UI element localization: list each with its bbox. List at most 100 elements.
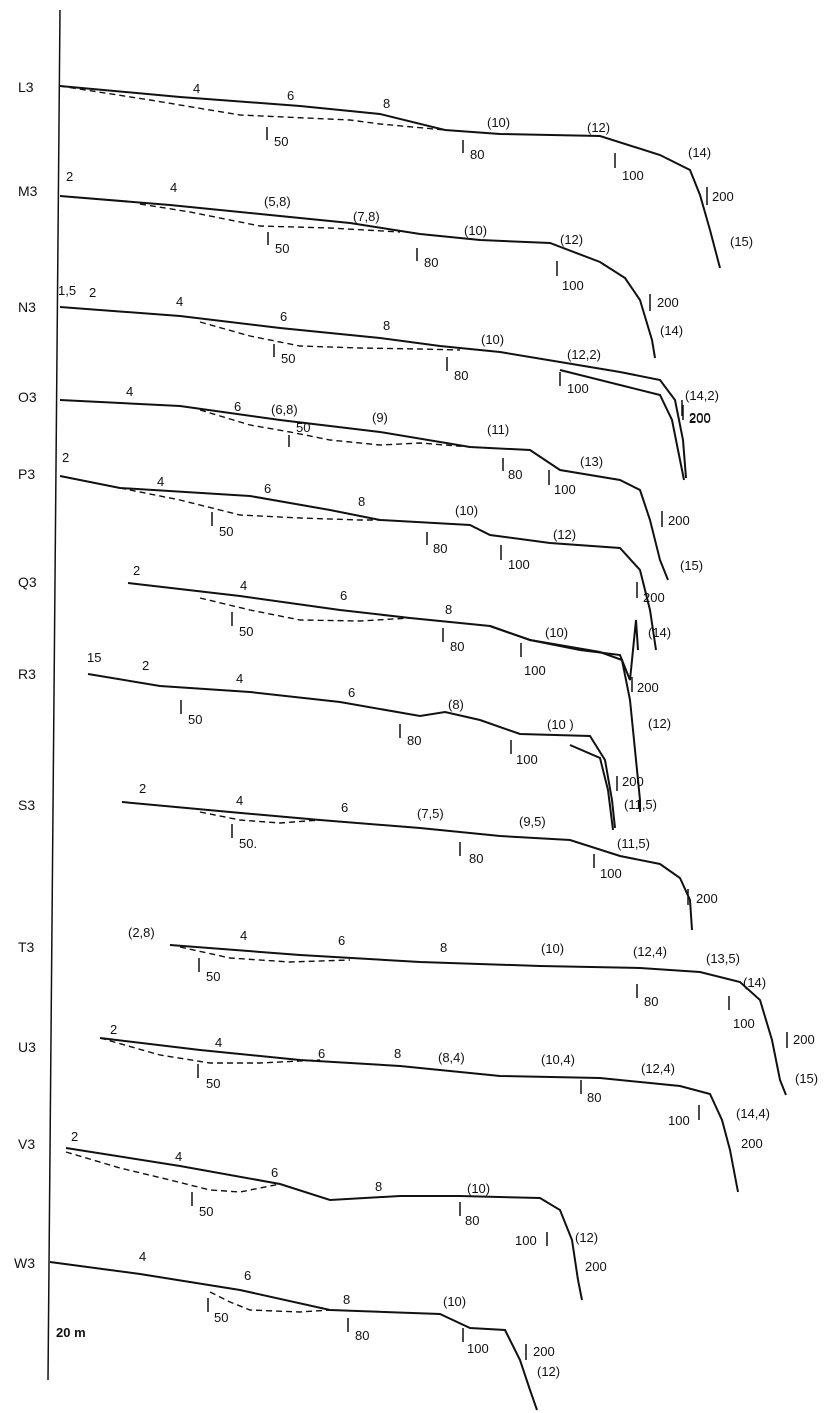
depth-mark: (11)	[487, 422, 509, 437]
depth-mark: 6	[234, 399, 241, 414]
scale-value: 100	[600, 866, 622, 881]
depth-mark: 8	[343, 1292, 350, 1307]
depth-mark: 4	[170, 180, 177, 195]
depth-mark: 6	[280, 309, 287, 324]
depth-mark: (7,8)	[353, 209, 380, 224]
dashed-profile-line	[199, 597, 411, 622]
scale-value: 200	[689, 410, 711, 425]
dashed-profile-line	[99, 1037, 321, 1064]
scale-value: 100	[622, 168, 644, 183]
scale-value: 50	[274, 134, 288, 149]
depth-mark: 2	[139, 781, 146, 796]
depth-mark: (8,4)	[438, 1050, 465, 1065]
scale-value: 200	[696, 891, 718, 906]
depth-mark: 6	[318, 1046, 325, 1061]
depth-mark: 6	[341, 800, 348, 815]
depth-mark: 2	[66, 169, 73, 184]
solid-profile-line	[169, 944, 787, 1096]
solid-profile-line	[59, 475, 657, 651]
depth-mark: 6	[271, 1165, 278, 1180]
dashed-profile-line	[119, 487, 380, 521]
depth-mark: 4	[236, 793, 243, 808]
scale-value: 200	[622, 774, 644, 789]
scale-value: 80	[470, 147, 484, 162]
profile-label: Q3	[18, 574, 37, 590]
depth-mark: 4	[176, 294, 183, 309]
dashed-profile-line	[139, 203, 401, 233]
depth-mark: 8	[383, 318, 390, 333]
scale-value: 200	[657, 295, 679, 310]
depth-mark: 8	[358, 494, 365, 509]
profile-label: P3	[18, 466, 35, 482]
depth-mark: (12)	[587, 120, 610, 135]
vertical-axis	[47, 9, 61, 1381]
profile-m3: M3 2 4 (5,8) (7,8) (10) (12) (15) 50 80 …	[18, 169, 753, 359]
depth-mark: (12)	[537, 1364, 560, 1379]
depth-mark: (15)	[730, 234, 753, 249]
depth-mark: 15	[87, 650, 101, 665]
depth-mark: (14)	[648, 625, 671, 640]
depth-mark: (12)	[648, 716, 671, 731]
depth-mark: 6	[340, 588, 347, 603]
scale-value: 50	[296, 420, 310, 435]
solid-profile-line	[489, 625, 641, 812]
solid-profile-line	[59, 85, 721, 269]
depth-mark: (12,4)	[633, 944, 667, 959]
depth-mark: 8	[375, 1179, 382, 1194]
solid-profile-line	[87, 673, 616, 829]
depth-mark: 6	[287, 88, 294, 103]
depth-mark: 6	[244, 1268, 251, 1283]
scale-value: 50	[219, 524, 233, 539]
dashed-profile-line	[65, 1151, 281, 1193]
scale-value: 80	[508, 467, 522, 482]
scale-value: 200	[712, 189, 734, 204]
profile-label: R3	[18, 666, 36, 682]
depth-mark: 4	[126, 384, 133, 399]
depth-mark: (10)	[481, 332, 504, 347]
depth-mark: (15)	[680, 558, 703, 573]
scale-value: 80	[355, 1328, 369, 1343]
depth-mark: (10)	[443, 1294, 466, 1309]
scale-value: 50.	[239, 836, 257, 851]
solid-profile-line	[569, 744, 614, 831]
dashed-profile-line	[199, 811, 321, 824]
scale-value: 200	[533, 1344, 555, 1359]
depth-mark: (8)	[448, 697, 464, 712]
depth-mark: (12)	[560, 232, 583, 247]
profile-s3: S3 2 4 6 (7,5) (9,5) (11,5) (11,5) 50. 8…	[18, 774, 693, 931]
scale-value: 50	[188, 712, 202, 727]
dashed-profile-line	[179, 946, 351, 963]
depth-mark: 6	[338, 933, 345, 948]
depth-mark: 6	[348, 685, 355, 700]
scale-value: 50	[214, 1310, 228, 1325]
depth-mark: 8	[445, 602, 452, 617]
scale-value: 80	[450, 639, 464, 654]
scale-value: 80	[433, 541, 447, 556]
depth-mark: (10)	[541, 941, 564, 956]
profile-label: M3	[18, 183, 38, 199]
depth-mark: 8	[394, 1046, 401, 1061]
scale-value: 80	[644, 994, 658, 1009]
profile-o3: O3 4 6 (6,8) (9) (11) 50 80 100 200	[18, 384, 711, 581]
scale-value: 100	[567, 381, 589, 396]
profile-u3: U3 2 4 6 8 (8,4) (10,4) (12,4) (14,4) 50…	[18, 1022, 770, 1193]
depth-mark: (14)	[660, 323, 683, 338]
depth-mark: (12)	[575, 1230, 598, 1245]
depth-mark: 2	[89, 285, 96, 300]
depth-mark: (12,2)	[567, 347, 601, 362]
scale-value: 200	[668, 513, 690, 528]
depth-mark: (11,5)	[617, 836, 650, 851]
profile-q3: Q3 2 4 6 8 (10) (14) 50 80 100 200	[18, 563, 671, 812]
depth-mark: (14,4)	[736, 1106, 770, 1121]
scale-value: 50	[275, 241, 289, 256]
depth-mark: (10)	[545, 625, 568, 640]
profile-p3: P3 2 4 6 8 (10) (12) (13) (15) 50 80 100…	[18, 450, 703, 651]
depth-mark: 4	[139, 1249, 146, 1264]
depth-mark: (15)	[795, 1071, 818, 1086]
solid-profile-line	[559, 369, 685, 481]
profile-label: U3	[18, 1039, 36, 1055]
depth-mark: 8	[383, 96, 390, 111]
depth-mark: (10,4)	[541, 1052, 575, 1067]
depth-mark: 4	[175, 1149, 182, 1164]
scale-value: 200	[689, 411, 711, 426]
